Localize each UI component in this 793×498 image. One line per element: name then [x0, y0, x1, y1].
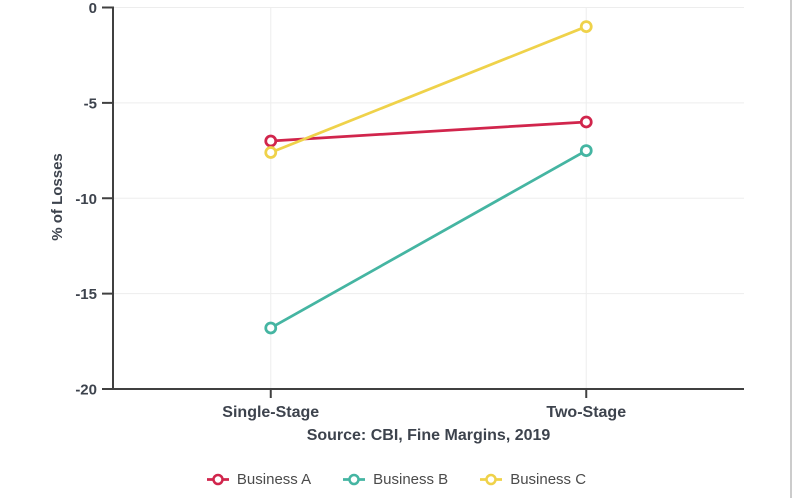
- legend-marker-icon: [206, 473, 229, 486]
- legend-item-business-c[interactable]: Business C: [480, 471, 586, 488]
- y-tick-label: -5: [84, 95, 97, 112]
- x-category-label-single-stage: Single-Stage: [222, 404, 319, 421]
- x-category-label-two-stage: Two-Stage: [546, 404, 626, 421]
- legend-label: Business C: [510, 471, 587, 488]
- y-tick-label: -15: [75, 286, 97, 303]
- legend-item-business-b[interactable]: Business B: [343, 471, 448, 488]
- y-tick-label: 0: [89, 0, 97, 17]
- legend-marker-icon: [343, 473, 366, 486]
- data-point-business-a-two-stage[interactable]: [579, 115, 593, 129]
- window-right-border: [790, 0, 792, 498]
- data-point-business-b-single-stage[interactable]: [264, 321, 278, 335]
- data-point-business-c-single-stage[interactable]: [264, 146, 278, 159]
- source-note: Source: CBI, Fine Margins, 2019: [307, 427, 551, 444]
- gridlines: [113, 7, 744, 389]
- series-line-business-a: [269, 120, 588, 143]
- y-tick-label: -20: [75, 382, 97, 399]
- legend-marker-icon: [480, 473, 503, 486]
- data-point-business-c-two-stage[interactable]: [579, 20, 593, 33]
- data-point-business-a-single-stage[interactable]: [264, 134, 278, 148]
- y-tick-label: -10: [75, 191, 97, 208]
- slope-chart-canvas: 0 -5 -10 -15 -20 Single-Stage Two-Stage % of Lo…: [49, 0, 744, 444]
- axes: 0 -5 -10 -15 -20 Single-Stage Two-Stage: [75, 0, 744, 421]
- legend-label: Business A: [236, 471, 312, 488]
- series-line-business-c: [269, 25, 588, 154]
- legend-item-business-a[interactable]: Business A: [206, 471, 312, 488]
- series-business-b: [264, 144, 593, 335]
- legend-label: Business B: [373, 471, 449, 488]
- series-line-business-b: [269, 149, 588, 330]
- series-business-a: [264, 115, 593, 148]
- chart-legend: Business A Business B Business C: [0, 471, 793, 488]
- series-business-c: [264, 20, 593, 159]
- y-axis-title: % of Losses: [49, 153, 66, 241]
- data-point-business-b-two-stage[interactable]: [579, 144, 593, 157]
